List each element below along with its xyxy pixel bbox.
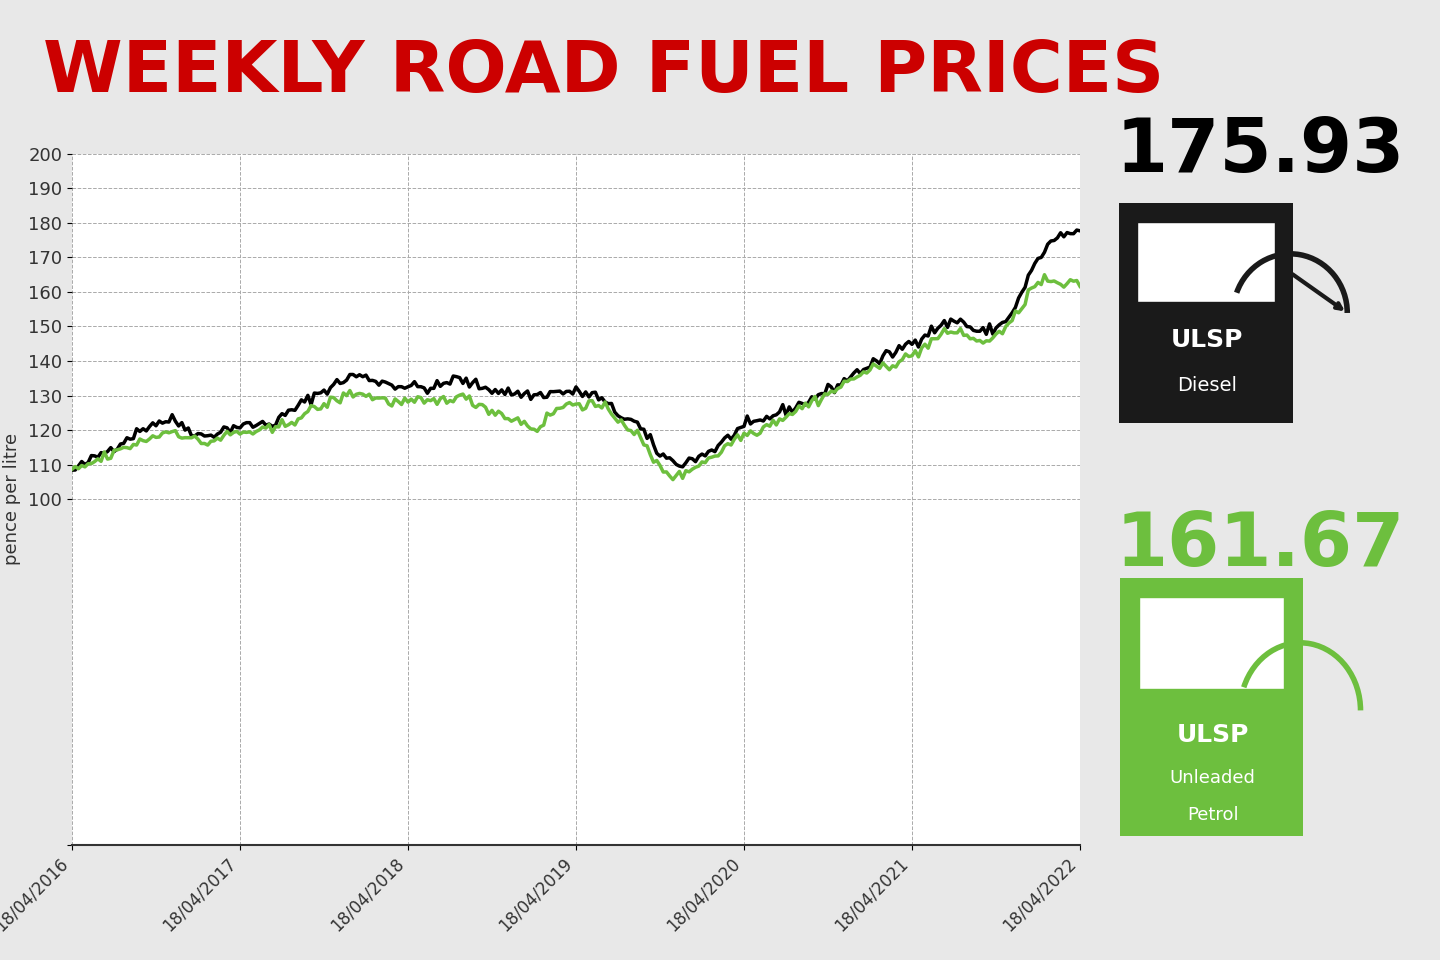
Text: Diesel: Diesel bbox=[1178, 376, 1237, 395]
FancyBboxPatch shape bbox=[1139, 597, 1284, 689]
Text: Unleaded: Unleaded bbox=[1169, 769, 1256, 787]
Text: ULSP: ULSP bbox=[1171, 327, 1244, 351]
Text: 175.93: 175.93 bbox=[1116, 115, 1405, 188]
FancyBboxPatch shape bbox=[1120, 578, 1303, 836]
FancyBboxPatch shape bbox=[1138, 222, 1274, 302]
Text: Petrol: Petrol bbox=[1187, 805, 1238, 824]
Text: WEEKLY ROAD FUEL PRICES: WEEKLY ROAD FUEL PRICES bbox=[43, 38, 1165, 108]
Y-axis label: pence per litre: pence per litre bbox=[3, 433, 22, 565]
Text: ULSP: ULSP bbox=[1176, 723, 1248, 747]
Text: 161.67: 161.67 bbox=[1116, 509, 1405, 582]
FancyBboxPatch shape bbox=[1119, 203, 1293, 423]
